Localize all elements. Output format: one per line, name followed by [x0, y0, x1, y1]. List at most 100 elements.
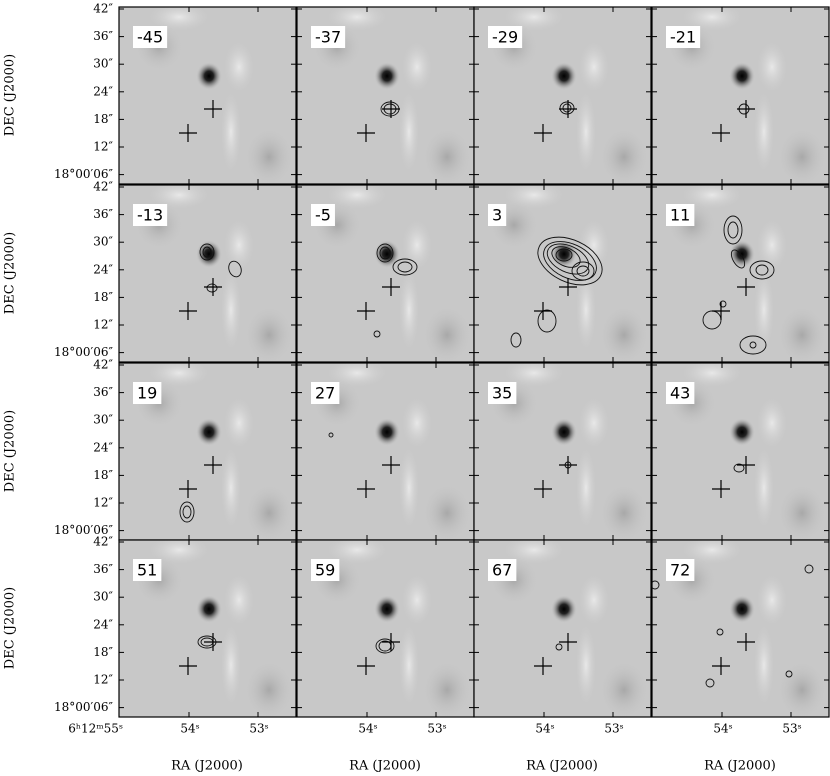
label-box — [488, 382, 517, 404]
image-feature — [576, 625, 596, 705]
velocity-label: -13 — [137, 206, 163, 225]
contour — [328, 432, 334, 438]
panel: 59 — [296, 539, 475, 718]
x-tick-label: 54ˢ — [713, 722, 732, 736]
image-feature — [599, 127, 649, 184]
contour — [727, 221, 739, 239]
y-tick-label: 18°00′06″ — [54, 167, 114, 181]
contour — [202, 246, 212, 258]
y-tick-label: 36″ — [93, 207, 113, 221]
image-feature — [579, 42, 609, 92]
bright-source — [729, 418, 755, 446]
contour — [749, 341, 757, 349]
panel: -37 — [296, 6, 475, 185]
panel: -45 — [118, 6, 297, 185]
label-box — [133, 559, 162, 581]
y-axis-title: DEC (J2000) — [3, 587, 18, 669]
label-box — [311, 26, 346, 48]
y-tick-label: 12″ — [93, 318, 113, 332]
x-tick-label: 53ˢ — [427, 722, 446, 736]
x-axis-title: RA (J2000) — [526, 759, 598, 774]
y-axis-title: DEC (J2000) — [3, 232, 18, 314]
panel-frame — [651, 6, 830, 185]
panel: -13 — [118, 184, 297, 363]
bright-source — [196, 595, 222, 623]
contour — [537, 236, 603, 286]
panel: 51 — [118, 539, 297, 718]
image-feature — [757, 42, 787, 92]
contour — [576, 265, 590, 277]
bright-source — [374, 418, 400, 446]
x-axis-title: RA (J2000) — [171, 759, 243, 774]
bright-source — [729, 62, 755, 90]
image-feature — [224, 398, 254, 448]
panel: -5 — [296, 184, 475, 363]
velocity-label: -45 — [137, 28, 163, 47]
contour — [723, 215, 743, 245]
label-box — [666, 382, 695, 404]
velocity-label: -21 — [670, 28, 696, 47]
y-tick-label: 36″ — [93, 29, 113, 43]
velocity-label: 27 — [315, 384, 335, 403]
y-tick-label: 24″ — [93, 84, 113, 98]
image-feature — [757, 220, 787, 270]
image-feature — [422, 305, 472, 362]
gray-image — [297, 540, 474, 717]
image-feature — [422, 483, 472, 540]
image-feature — [576, 270, 596, 350]
y-tick-label: 18°00′06″ — [54, 345, 114, 359]
contour — [537, 309, 557, 333]
image-feature — [754, 625, 774, 705]
label-box — [666, 204, 695, 226]
image-feature — [399, 270, 419, 350]
contour — [716, 628, 724, 636]
contour — [785, 670, 793, 678]
y-tick-label: 18°00′06″ — [54, 700, 114, 714]
image-feature — [757, 575, 787, 625]
image-feature — [402, 575, 432, 625]
label-box — [666, 26, 701, 48]
y-tick-label: 12″ — [93, 673, 113, 687]
image-feature — [757, 398, 787, 448]
y-tick-label: 42″ — [93, 2, 113, 16]
velocity-label: 3 — [492, 206, 502, 225]
image-feature — [777, 483, 827, 540]
bright-source — [551, 418, 577, 446]
panel: 43 — [651, 362, 830, 541]
panel: 72 — [651, 539, 830, 718]
image-feature — [221, 625, 241, 705]
contour — [719, 300, 727, 308]
y-tick-label: 24″ — [93, 617, 113, 631]
image-feature — [754, 448, 774, 528]
velocity-label: 35 — [492, 384, 512, 403]
y-tick-label: 42″ — [93, 358, 113, 372]
panel: 3 — [473, 184, 652, 363]
contour — [571, 261, 595, 281]
contour — [376, 243, 394, 263]
image-feature — [599, 305, 649, 362]
contour — [739, 335, 767, 355]
panel: 11 — [651, 184, 830, 363]
y-tick-label: 30″ — [93, 590, 113, 604]
panel: -21 — [651, 6, 830, 185]
label-box — [311, 204, 335, 226]
label-box — [311, 382, 340, 404]
x-tick-label: 54ˢ — [180, 722, 199, 736]
contour — [555, 643, 563, 651]
y-tick-label: 18″ — [93, 645, 113, 659]
panel-frame — [473, 184, 652, 363]
y-tick-label: 30″ — [93, 413, 113, 427]
velocity-label: -29 — [492, 28, 518, 47]
image-feature — [402, 220, 432, 270]
gray-image — [652, 7, 829, 184]
image-feature — [244, 660, 294, 717]
contour — [543, 241, 597, 281]
panel-frame — [118, 184, 297, 363]
image-feature — [244, 127, 294, 184]
contour — [652, 580, 660, 590]
y-tick-label: 12″ — [93, 140, 113, 154]
image-feature — [777, 305, 827, 362]
x-tick-label: 54ˢ — [358, 722, 377, 736]
panel-frame — [473, 539, 652, 718]
